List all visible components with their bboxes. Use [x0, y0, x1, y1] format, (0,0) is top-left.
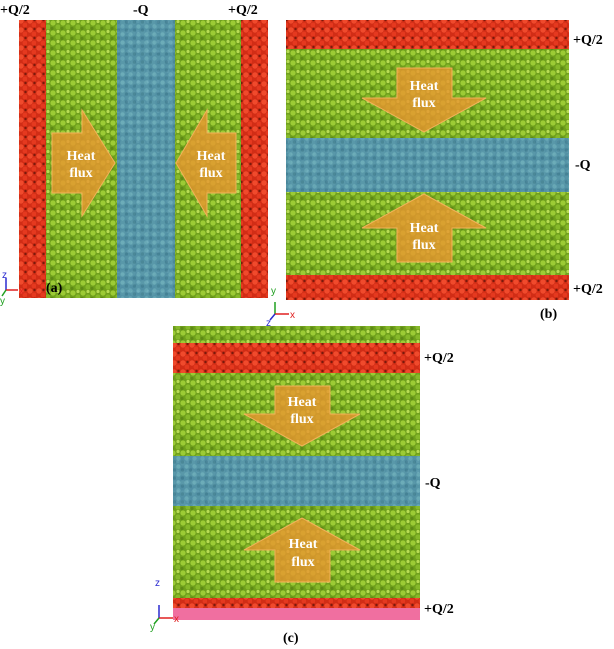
panel-a-left-heat-flux-arrow [51, 108, 116, 218]
panel-c-bottom-arrow-text-1: Heat [289, 537, 318, 552]
panel-c-bottom-heat-flux-arrow [243, 517, 361, 583]
panel-b-sink-label: -Q [575, 158, 591, 173]
panel-c-bottom-source-label: +Q/2 [424, 602, 454, 617]
panel-a-right-arrow-text-1: Heat [197, 149, 226, 164]
panel-a-left-arrow-text-2: flux [69, 166, 92, 181]
panel-c-heat-sink [173, 456, 420, 506]
svg-text:z: z [266, 318, 271, 329]
panel-b-top-heat-flux-arrow [361, 67, 487, 133]
panel-c-top-source-label: +Q/2 [424, 351, 454, 366]
panel-a-left-heat-source [19, 20, 46, 298]
panel-c-bottom-arrow-text-2: flux [291, 555, 314, 570]
panel-b-bottom-arrow-text-1: Heat [410, 221, 439, 236]
panel-c-axis-triad: z x y [150, 578, 179, 633]
panel-c-top-arrow-text-2: flux [290, 412, 313, 427]
panel-a-right-heat-source [241, 20, 268, 298]
panel-a-right-source-label: +Q/2 [228, 3, 258, 18]
panel-a-heat-sink [117, 20, 175, 298]
svg-text:x: x [290, 310, 295, 321]
svg-text:x: x [174, 614, 179, 625]
svg-text:y: y [271, 286, 276, 297]
panel-a-label: (a) [46, 281, 63, 296]
panel-c-label: (c) [283, 631, 299, 646]
panel-c-base-layer [173, 608, 420, 620]
panel-c-sink-label: -Q [425, 476, 441, 491]
svg-text:y: y [150, 622, 155, 633]
panel-a-right-arrow-text-2: flux [199, 166, 222, 181]
panel-a-left-arrow-text-1: Heat [67, 149, 96, 164]
panel-b-top-heat-source [286, 20, 569, 49]
panel-b-bottom-heat-source [286, 275, 569, 300]
panel-b-bottom-source-label: +Q/2 [573, 282, 603, 297]
panel-b-top-arrow-text-2: flux [412, 96, 435, 111]
panel-c: Heat flux Heat flux +Q/2 -Q +Q/2 (c) z x… [150, 326, 454, 646]
svg-text:x: x [19, 286, 24, 297]
panel-b-bottom-heat-flux-arrow [361, 193, 487, 263]
panel-c-top-arrow-text-1: Heat [288, 395, 317, 410]
panel-b-axis-triad: y x z [266, 286, 295, 329]
panel-c-top-heat-flux-arrow [243, 385, 361, 447]
panel-b-top-arrow-text-1: Heat [410, 79, 439, 94]
svg-text:y: y [0, 296, 5, 307]
panel-a-left-source-label: +Q/2 [0, 3, 30, 18]
panel-c-bottom-heat-source [173, 598, 420, 608]
panel-a-sink-label: -Q [133, 3, 149, 18]
panel-b: Heat flux Heat flux +Q/2 -Q +Q/2 (b) y x… [266, 20, 603, 329]
svg-text:z: z [155, 578, 160, 589]
panel-b-top-source-label: +Q/2 [573, 33, 603, 48]
panel-c-top-heat-source [173, 343, 420, 373]
panel-a-axis-triad: z x y [0, 270, 24, 307]
panel-b-label: (b) [540, 307, 557, 322]
panel-a-right-heat-flux-arrow [175, 108, 237, 218]
panel-a: Heat flux Heat flux +Q/2 -Q +Q/2 (a) z x… [0, 3, 268, 307]
panel-b-heat-sink [286, 138, 569, 192]
svg-text:z: z [2, 270, 7, 281]
panel-b-bottom-arrow-text-2: flux [412, 238, 435, 253]
